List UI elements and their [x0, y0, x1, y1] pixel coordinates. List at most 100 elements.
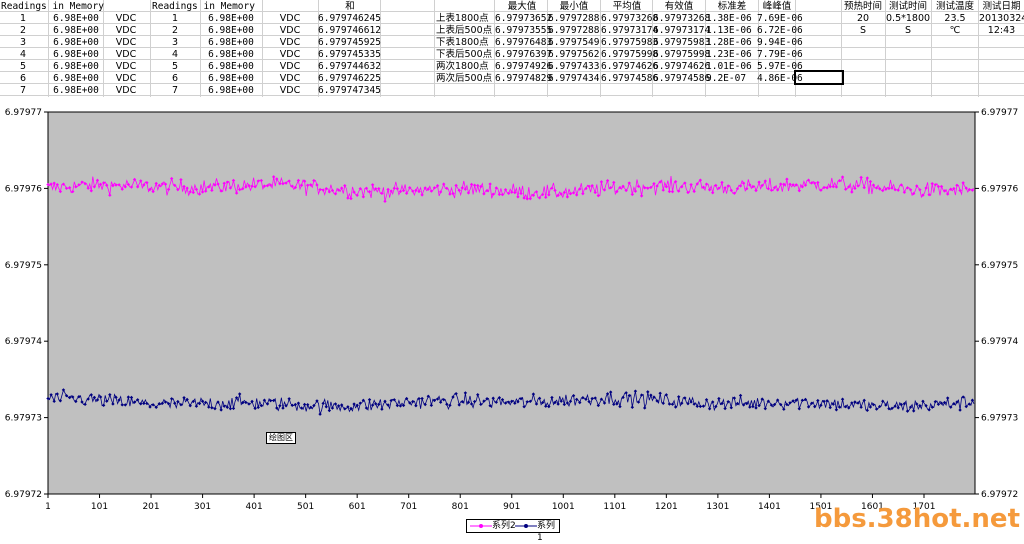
temp-unit[interactable]: ℃ — [949, 25, 961, 36]
reading-value[interactable]: 6.98E+00 — [53, 85, 99, 96]
reading-index-2[interactable]: 2 — [171, 25, 179, 36]
reading-index-2[interactable]: 6 — [171, 73, 179, 84]
stats-pp[interactable]: 7.79E-06 — [757, 49, 803, 60]
stats-label[interactable]: 两次后500点 — [436, 73, 493, 84]
temp-value[interactable]: 23.5 — [944, 13, 966, 24]
row-index[interactable]: 6 — [19, 73, 27, 84]
test-time-value[interactable]: 0.5*1800 — [886, 13, 931, 24]
stats-avg[interactable]: 6.97975998 — [601, 49, 659, 60]
stats-max[interactable]: 6.97973652 — [495, 13, 553, 24]
sum-value[interactable]: 6.979744632 — [318, 61, 381, 72]
reading-value-2[interactable]: 6.98E+00 — [208, 61, 254, 72]
stats-std[interactable]: 1.01E-06 — [706, 61, 752, 72]
stats-pp[interactable]: 4.86E-06 — [757, 73, 803, 84]
sum-value[interactable]: 6.979746612 — [318, 25, 381, 36]
sum-value[interactable]: 6.979745335 — [318, 49, 381, 60]
row-index[interactable]: 3 — [19, 37, 27, 48]
chart-legend[interactable]: 系列2 系列1 — [466, 519, 560, 543]
reading-unit-2[interactable]: VDC — [279, 49, 301, 60]
reading-unit[interactable]: VDC — [115, 73, 137, 84]
stats-pp[interactable]: 5.97E-06 — [757, 61, 803, 72]
stats-min[interactable]: 6.9797288 — [548, 25, 600, 36]
reading-value[interactable]: 6.98E+00 — [53, 49, 99, 60]
stats-pp[interactable]: 9.94E-06 — [757, 37, 803, 48]
reading-unit[interactable]: VDC — [115, 37, 137, 48]
row-index[interactable]: 2 — [19, 25, 27, 36]
row-index[interactable]: 7 — [19, 85, 27, 96]
reading-index-2[interactable]: 1 — [171, 13, 179, 24]
reading-unit[interactable]: VDC — [115, 13, 137, 24]
reading-value-2[interactable]: 6.98E+00 — [208, 85, 254, 96]
stats-avg[interactable]: 6.97974626 — [601, 61, 659, 72]
time-value[interactable]: 12:43 — [987, 25, 1016, 36]
stats-max[interactable]: 6.97974926 — [495, 61, 553, 72]
stats-std[interactable]: 1.13E-06 — [706, 25, 752, 36]
stats-max[interactable]: 6.97974829 — [495, 73, 553, 84]
reading-unit-2[interactable]: VDC — [279, 85, 301, 96]
stats-std[interactable]: 1.38E-06 — [706, 13, 752, 24]
reading-value[interactable]: 6.98E+00 — [53, 37, 99, 48]
test-time-unit[interactable]: S — [904, 25, 912, 36]
stats-label[interactable]: 下表1800点 — [436, 37, 489, 48]
reading-index-2[interactable]: 4 — [171, 49, 179, 60]
reading-value[interactable]: 6.98E+00 — [53, 73, 99, 84]
stats-eff[interactable]: 6.97973174 — [653, 25, 711, 36]
reading-value-2[interactable]: 6.98E+00 — [208, 49, 254, 60]
reading-unit-2[interactable]: VDC — [279, 37, 301, 48]
reading-unit-2[interactable]: VDC — [279, 73, 301, 84]
preheat-unit[interactable]: S — [859, 25, 867, 36]
sum-value[interactable]: 6.979746225 — [318, 73, 381, 84]
stats-label[interactable]: 下表后500点 — [436, 49, 493, 60]
stats-avg[interactable]: 6.97973268 — [601, 13, 659, 24]
stats-std[interactable]: 1.28E-06 — [706, 37, 752, 48]
stats-avg[interactable]: 6.97973174 — [601, 25, 659, 36]
stats-eff[interactable]: 6.97974586 — [653, 73, 711, 84]
reading-value[interactable]: 6.98E+00 — [53, 13, 99, 24]
stats-eff[interactable]: 6.97975983 — [653, 37, 711, 48]
reading-value-2[interactable]: 6.98E+00 — [208, 13, 254, 24]
reading-value[interactable]: 6.98E+00 — [53, 61, 99, 72]
stats-pp[interactable]: 6.72E-06 — [757, 25, 803, 36]
sum-value[interactable]: 6.979746245 — [318, 13, 381, 24]
preheat-value[interactable]: 20 — [856, 13, 870, 24]
stats-min[interactable]: 6.9797433 — [548, 61, 600, 72]
sum-value[interactable]: 6.979745925 — [318, 37, 381, 48]
stats-label[interactable]: 上表后500点 — [436, 25, 493, 36]
stats-avg[interactable]: 6.97975983 — [601, 37, 659, 48]
sum-value[interactable]: 6.979747345 — [318, 85, 381, 96]
chart-container[interactable]: 6.97977 6.97977 6.97976 6.97976 6.97975 6.979… — [0, 98, 1024, 543]
row-index[interactable]: 4 — [19, 49, 27, 60]
reading-value[interactable]: 6.98E+00 — [53, 25, 99, 36]
reading-unit[interactable]: VDC — [115, 85, 137, 96]
row-index[interactable]: 5 — [19, 61, 27, 72]
stats-std[interactable]: 9.2E-07 — [706, 73, 747, 84]
stats-min[interactable]: 6.9797434 — [548, 73, 600, 84]
stats-label[interactable]: 两次1800点 — [436, 61, 489, 72]
stats-min[interactable]: 6.9797549 — [548, 37, 600, 48]
date-value[interactable]: 20130324 — [979, 13, 1024, 24]
stats-max[interactable]: 6.97976483 — [495, 37, 553, 48]
stats-min[interactable]: 6.9797562 — [548, 49, 600, 60]
stats-pp[interactable]: 7.69E-06 — [757, 13, 803, 24]
reading-unit[interactable]: VDC — [115, 25, 137, 36]
stats-max[interactable]: 6.97976397 — [495, 49, 553, 60]
reading-index-2[interactable]: 3 — [171, 37, 179, 48]
stats-min[interactable]: 6.9797288 — [548, 13, 600, 24]
reading-unit[interactable]: VDC — [115, 49, 137, 60]
plot-area[interactable] — [48, 112, 975, 494]
row-index[interactable]: 1 — [19, 13, 27, 24]
reading-index-2[interactable]: 7 — [171, 85, 179, 96]
stats-eff[interactable]: 6.97974626 — [653, 61, 711, 72]
reading-unit-2[interactable]: VDC — [279, 25, 301, 36]
stats-std[interactable]: 1.23E-06 — [706, 49, 752, 60]
reading-unit[interactable]: VDC — [115, 61, 137, 72]
reading-unit-2[interactable]: VDC — [279, 13, 301, 24]
reading-value-2[interactable]: 6.98E+00 — [208, 37, 254, 48]
stats-eff[interactable]: 6.97973268 — [653, 13, 711, 24]
reading-index-2[interactable]: 5 — [171, 61, 179, 72]
selected-cell[interactable] — [794, 70, 844, 85]
reading-value-2[interactable]: 6.98E+00 — [208, 25, 254, 36]
stats-label[interactable]: 上表1800点 — [436, 13, 489, 24]
stats-eff[interactable]: 6.97975998 — [653, 49, 711, 60]
stats-max[interactable]: 6.97973555 — [495, 25, 553, 36]
